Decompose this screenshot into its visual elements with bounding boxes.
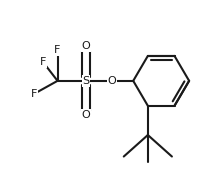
Text: O: O (82, 110, 90, 120)
Text: F: F (31, 89, 37, 99)
Text: F: F (40, 57, 46, 67)
Text: O: O (82, 41, 90, 51)
Text: F: F (54, 45, 61, 55)
Text: O: O (107, 76, 116, 86)
Text: S: S (82, 76, 90, 86)
